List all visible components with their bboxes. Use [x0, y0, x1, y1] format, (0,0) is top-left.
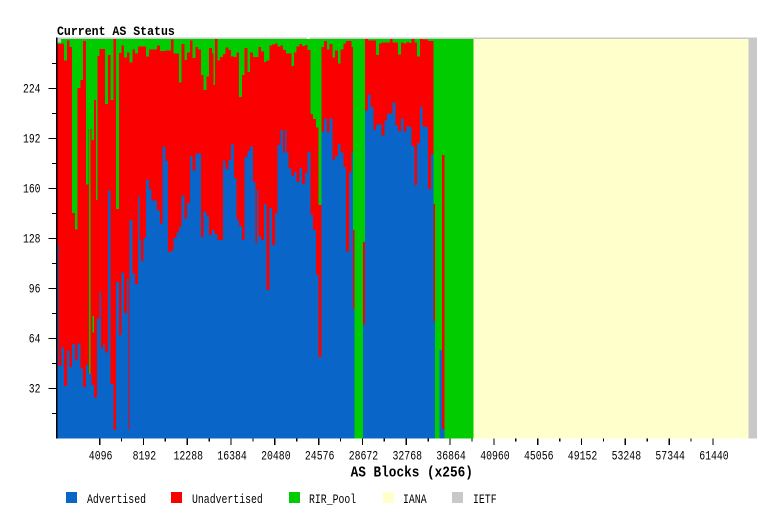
svg-text:32768: 32768: [393, 449, 423, 464]
svg-text:40960: 40960: [480, 449, 510, 464]
svg-text:IANA: IANA: [403, 492, 427, 507]
svg-text:20480: 20480: [261, 449, 291, 464]
svg-text:IETF: IETF: [473, 492, 497, 507]
svg-text:24576: 24576: [305, 449, 335, 464]
svg-text:AS Blocks (x256): AS Blocks (x256): [351, 466, 473, 482]
svg-text:45056: 45056: [524, 449, 554, 464]
svg-text:224: 224: [23, 82, 41, 97]
svg-text:36864: 36864: [436, 449, 466, 464]
svg-text:RIR_Pool: RIR_Pool: [309, 492, 356, 507]
svg-text:12288: 12288: [174, 449, 204, 464]
svg-text:53248: 53248: [612, 449, 642, 464]
svg-text:64: 64: [29, 332, 41, 347]
svg-text:192: 192: [23, 132, 41, 147]
svg-text:16384: 16384: [217, 449, 247, 464]
svg-text:4096: 4096: [89, 449, 113, 464]
svg-text:160: 160: [23, 182, 41, 197]
svg-text:32: 32: [29, 382, 41, 397]
svg-text:Unadvertised: Unadvertised: [192, 492, 263, 507]
svg-text:128: 128: [23, 232, 41, 247]
svg-text:28672: 28672: [349, 449, 379, 464]
svg-text:Current AS Status: Current AS Status: [57, 24, 175, 39]
svg-text:Advertised: Advertised: [87, 492, 146, 507]
svg-text:57344: 57344: [655, 449, 685, 464]
svg-text:96: 96: [29, 282, 41, 297]
svg-text:8192: 8192: [133, 449, 157, 464]
svg-text:49152: 49152: [568, 449, 598, 464]
svg-text:61440: 61440: [699, 449, 729, 464]
